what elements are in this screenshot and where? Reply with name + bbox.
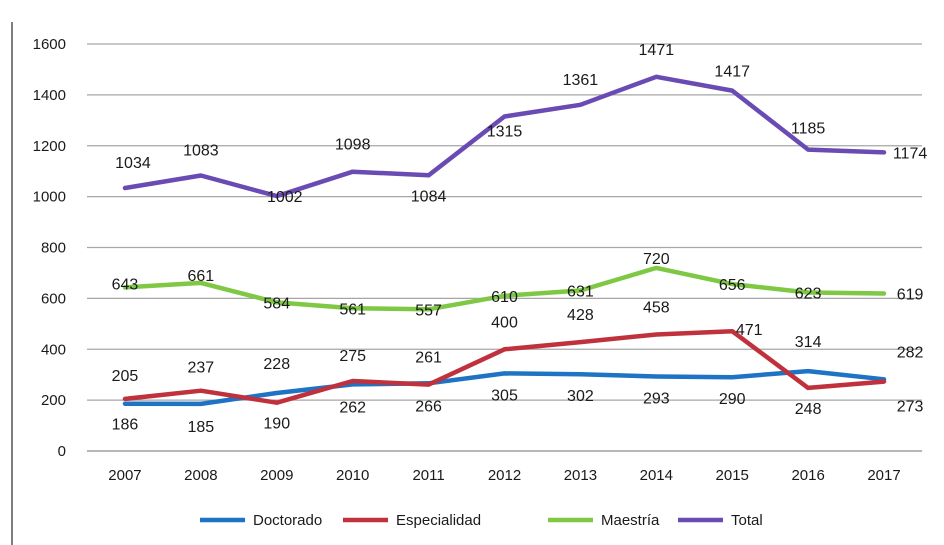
data-label: 185 bbox=[188, 419, 215, 436]
data-label: 273 bbox=[897, 399, 924, 416]
data-label: 293 bbox=[643, 390, 670, 407]
x-tick-label: 2012 bbox=[488, 467, 521, 484]
x-tick-label: 2017 bbox=[867, 467, 900, 484]
y-tick-label: 600 bbox=[41, 290, 66, 307]
x-tick-label: 2010 bbox=[336, 467, 369, 484]
y-tick-label: 1400 bbox=[33, 87, 66, 104]
data-label: 656 bbox=[719, 277, 746, 294]
data-label: 228 bbox=[263, 356, 290, 373]
x-axis-ticks: 2007 2008 2009 2010 2011 2012 2013 2014 2015 2016… bbox=[108, 467, 900, 484]
data-label: 471 bbox=[736, 322, 763, 339]
data-label: 262 bbox=[339, 399, 366, 416]
legend-label: Especialidad bbox=[396, 512, 481, 529]
x-tick-label: 2016 bbox=[791, 467, 824, 484]
data-label: 1185 bbox=[791, 121, 826, 138]
data-label: 1417 bbox=[714, 64, 750, 81]
data-label: 1083 bbox=[183, 143, 219, 160]
data-label: 584 bbox=[263, 295, 290, 312]
series-line-especialidad bbox=[122, 328, 887, 405]
y-axis-ticks: 0 200 400 600 800 1000 1200 1400 1600 bbox=[33, 36, 66, 460]
x-tick-label: 2014 bbox=[640, 467, 673, 484]
y-tick-label: 1200 bbox=[33, 138, 66, 155]
data-label: 305 bbox=[491, 387, 518, 404]
data-label: 1174 bbox=[893, 145, 928, 162]
data-label: 290 bbox=[719, 391, 746, 408]
series-line-total bbox=[122, 74, 887, 199]
y-tick-label: 400 bbox=[41, 341, 66, 358]
data-label: 458 bbox=[643, 299, 670, 316]
data-label: 610 bbox=[491, 289, 518, 306]
data-label: 1034 bbox=[115, 155, 151, 172]
legend-label: Total bbox=[731, 512, 763, 529]
data-label: 302 bbox=[567, 388, 594, 405]
data-label: 643 bbox=[112, 276, 139, 293]
y-tick-label: 800 bbox=[41, 240, 66, 257]
data-label: 248 bbox=[795, 401, 822, 418]
data-label: 261 bbox=[415, 350, 442, 367]
y-tick-label: 200 bbox=[41, 392, 66, 409]
legend-label: Doctorado bbox=[253, 512, 322, 529]
data-label: 720 bbox=[643, 251, 670, 268]
data-label: 1361 bbox=[563, 72, 599, 89]
data-label: 557 bbox=[415, 302, 442, 319]
x-tick-label: 2008 bbox=[184, 467, 217, 484]
data-label: 1084 bbox=[411, 188, 447, 205]
data-label: 428 bbox=[567, 307, 594, 324]
x-tick-label: 2007 bbox=[108, 467, 141, 484]
data-label: 1002 bbox=[267, 189, 303, 206]
x-tick-label: 2009 bbox=[260, 467, 293, 484]
data-label: 205 bbox=[112, 368, 139, 385]
data-label: 186 bbox=[112, 417, 139, 434]
y-tick-label: 0 bbox=[58, 443, 66, 460]
series-line-maestría bbox=[122, 265, 887, 312]
data-label: 1098 bbox=[335, 137, 371, 154]
y-tick-label: 1000 bbox=[33, 189, 66, 206]
data-label: 400 bbox=[491, 314, 518, 331]
x-tick-label: 2013 bbox=[564, 467, 597, 484]
data-label: 661 bbox=[188, 268, 215, 285]
data-label: 1471 bbox=[639, 42, 675, 59]
x-tick-label: 2011 bbox=[412, 467, 444, 484]
data-labels: 186 185 228 262 266 305 302 293 290 314 282 205 237 1… bbox=[112, 42, 928, 436]
legend-label: Maestría bbox=[601, 512, 660, 529]
data-label: 237 bbox=[188, 360, 215, 377]
data-label: 619 bbox=[897, 287, 924, 304]
data-label: 623 bbox=[795, 286, 822, 303]
data-label: 282 bbox=[897, 344, 924, 361]
legend: Doctorado Especialidad Maestría Total bbox=[200, 512, 763, 529]
data-label: 561 bbox=[339, 301, 366, 318]
data-label: 190 bbox=[263, 416, 290, 433]
data-label: 1315 bbox=[487, 123, 523, 140]
data-label: 266 bbox=[415, 398, 442, 415]
x-tick-label: 2015 bbox=[716, 467, 749, 484]
data-label: 314 bbox=[795, 334, 822, 351]
data-label: 631 bbox=[567, 283, 594, 300]
data-label: 275 bbox=[339, 348, 366, 365]
series-lines bbox=[122, 74, 887, 407]
y-tick-label: 1600 bbox=[33, 36, 66, 53]
